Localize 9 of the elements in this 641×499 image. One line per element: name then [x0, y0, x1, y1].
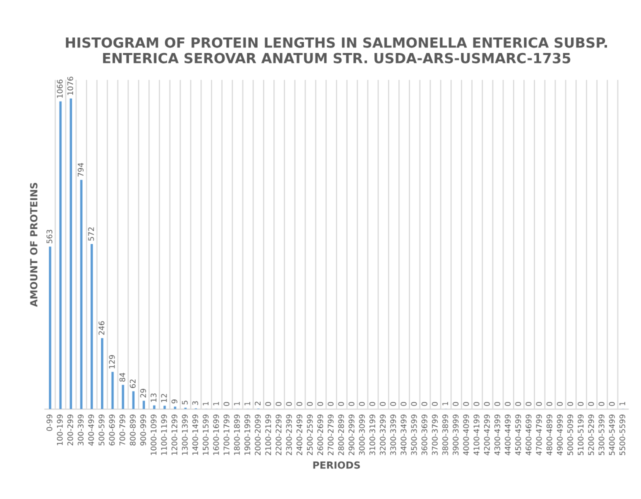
bar [80, 180, 82, 410]
bar [101, 338, 104, 410]
y-axis-title: AMOUNT OF PROTEINS [30, 182, 38, 307]
bar [164, 406, 166, 410]
bar [142, 400, 145, 410]
bar [153, 405, 156, 410]
bar [90, 244, 93, 410]
chart-title: HISTOGRAM OF PROTEIN LENGTHS IN SALMONELLA ENTERICA SUBSP. ENTERICA SEROVAR ANATUM STR. USDA-ARS-USMARC-1735 [66, 37, 607, 64]
x-axis-title: PERIODS [313, 461, 360, 469]
